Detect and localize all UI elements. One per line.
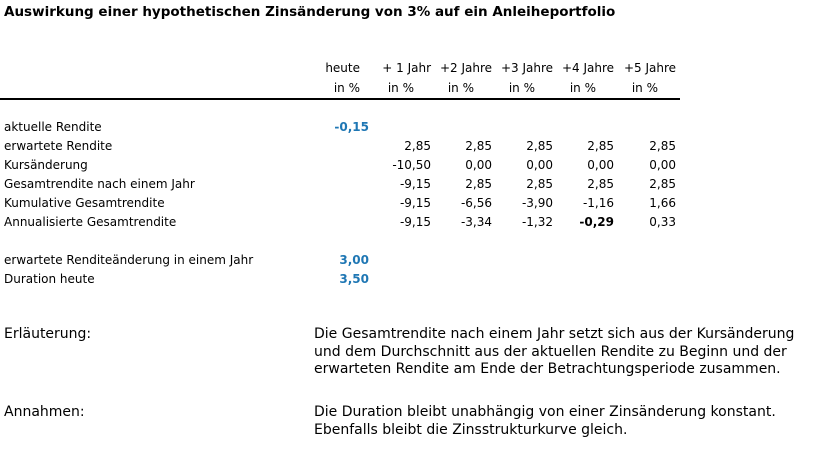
table-cell: -9,15 <box>399 177 431 191</box>
table-cell: -3,90 <box>521 196 553 210</box>
table-cell: 2,85 <box>649 177 676 191</box>
column-header-year4-unit: in % <box>569 81 596 95</box>
table-cell: 0,00 <box>587 158 614 172</box>
row-label-aktuelle-rendite: aktuelle Rendite <box>4 120 102 134</box>
row-label-gesamtrendite: Gesamtrendite nach einem Jahr <box>4 177 195 191</box>
row-label-kursaenderung: Kursänderung <box>4 158 88 172</box>
note-text-annahmen: Die Duration bleibt unabhängig von einer… <box>314 404 776 438</box>
column-header-year3: +3 Jahre <box>500 61 553 75</box>
note-label-erlaeuterung: Erläuterung: <box>4 326 92 342</box>
summary-label-renditeaenderung: erwartete Renditeänderung in einem Jahr <box>4 253 254 267</box>
column-header-heute-unit: in % <box>333 81 360 95</box>
table-cell: 2,85 <box>526 177 553 191</box>
table-cell-highlight: -0,29 <box>579 215 614 229</box>
row-label-erwartete-rendite: erwartete Rendite <box>4 139 113 153</box>
column-header-heute: heute <box>325 61 360 75</box>
column-header-year4: +4 Jahre <box>561 61 614 75</box>
table-cell: -3,34 <box>460 215 492 229</box>
table-cell: 2,85 <box>465 139 492 153</box>
table-cell: 1,66 <box>649 196 676 210</box>
row-label-annualisierte-gesamtrendite: Annualisierte Gesamtrendite <box>4 215 177 229</box>
page-title: Auswirkung einer hypothetischen Zinsände… <box>4 4 616 20</box>
cell-aktuelle-rendite-heute: -0,15 <box>334 120 369 134</box>
table-cell: -10,50 <box>392 158 431 172</box>
table-cell: 2,85 <box>404 139 431 153</box>
column-header-year1-unit: in % <box>387 81 414 95</box>
table-cell: -9,15 <box>399 215 431 229</box>
column-header-year3-unit: in % <box>508 81 535 95</box>
table-cell: 0,00 <box>465 158 492 172</box>
table-cell: 2,85 <box>465 177 492 191</box>
summary-value-duration: 3,50 <box>339 272 369 286</box>
table-cell: 2,85 <box>649 139 676 153</box>
summary-label-duration: Duration heute <box>4 272 95 286</box>
table-cell: -1,32 <box>521 215 553 229</box>
table-cell: -9,15 <box>399 196 431 210</box>
note-label-annahmen: Annahmen: <box>4 404 85 420</box>
table-cell: 0,33 <box>649 215 676 229</box>
summary-value-renditeaenderung: 3,00 <box>339 253 369 267</box>
column-header-year2-unit: in % <box>447 81 474 95</box>
row-label-kumulative-gesamtrendite: Kumulative Gesamtrendite <box>4 196 165 210</box>
header-divider <box>0 98 680 100</box>
note-text-erlaeuterung: Die Gesamtrendite nach einem Jahr setzt … <box>314 326 795 377</box>
column-header-year5: +5 Jahre <box>623 61 676 75</box>
table-cell: 2,85 <box>526 139 553 153</box>
table-cell: -6,56 <box>460 196 492 210</box>
table-cell: 0,00 <box>649 158 676 172</box>
table-cell: 2,85 <box>587 139 614 153</box>
table-cell: -1,16 <box>582 196 614 210</box>
column-header-year1: + 1 Jahr <box>382 61 431 75</box>
column-header-year2: +2 Jahre <box>439 61 492 75</box>
table-cell: 2,85 <box>587 177 614 191</box>
table-cell: 0,00 <box>526 158 553 172</box>
column-header-year5-unit: in % <box>631 81 658 95</box>
